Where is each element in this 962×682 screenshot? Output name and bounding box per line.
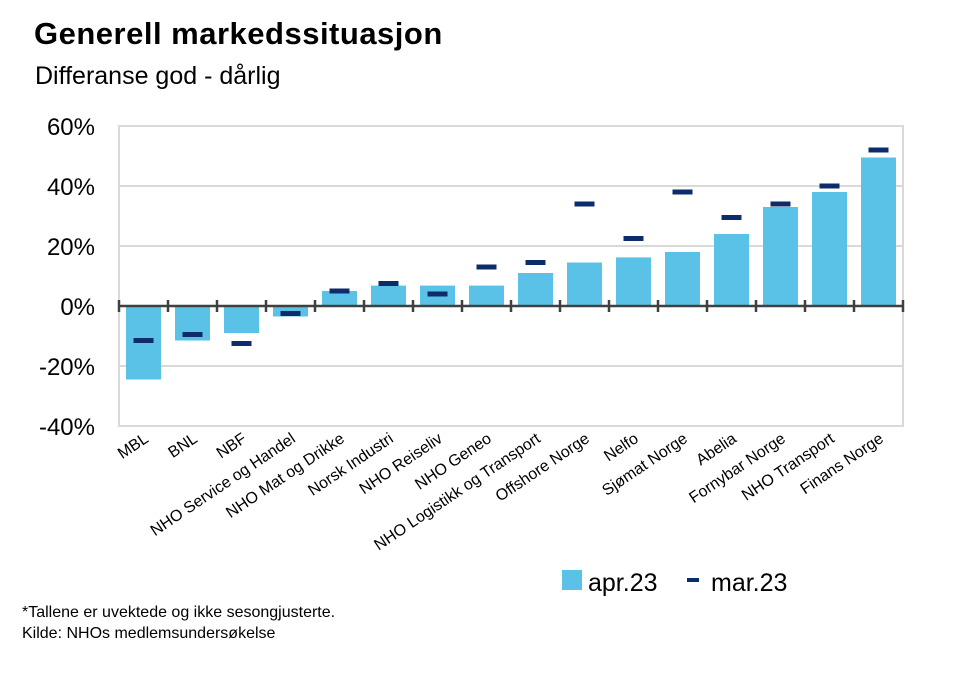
y-tick-label: 20%: [47, 234, 95, 261]
marker: [427, 291, 448, 297]
marker: [525, 260, 546, 265]
zero-axis: [117, 300, 905, 312]
bar: [567, 262, 602, 306]
plot-frame: [118, 125, 904, 427]
marker: [182, 332, 203, 337]
marker: [133, 338, 154, 343]
legend-swatch-apr23: [562, 570, 582, 590]
marker: [672, 189, 693, 195]
marker: [231, 341, 252, 346]
bar: [224, 306, 259, 333]
chart-title: Generell markedssituasjon: [34, 16, 443, 51]
y-tick-label: 40%: [47, 174, 95, 201]
bar: [812, 192, 847, 306]
y-tick-label: -40%: [39, 414, 95, 441]
x-tick-label: Norsk Industri: [305, 430, 396, 499]
x-tick-label: NHO Reiseliv: [357, 430, 446, 498]
y-tick-label: 60%: [47, 114, 95, 141]
marker-series-mar23: [133, 147, 889, 346]
bar: [861, 157, 896, 306]
bar: [469, 285, 504, 306]
marker: [868, 147, 889, 153]
x-tick-label: NBF: [214, 430, 250, 462]
bar: [518, 273, 553, 306]
y-tick-label: -20%: [39, 354, 95, 381]
source-text: Kilde: NHOs medlemsundersøkelse: [22, 625, 276, 642]
marker: [623, 236, 644, 241]
footnote-text: *Tallene er uvektede og ikke sesongjuste…: [22, 604, 336, 621]
legend-swatch-mar23: [687, 578, 699, 582]
marker: [378, 281, 399, 286]
marker: [721, 215, 742, 220]
bar: [322, 291, 357, 306]
bar: [616, 257, 651, 306]
legend: apr.23 mar.23: [562, 569, 787, 597]
x-tick-label: Finans Norge: [798, 430, 887, 498]
marker: [770, 201, 791, 207]
x-tick-label: BNL: [165, 430, 200, 462]
bar-series-apr23: [126, 157, 896, 380]
x-tick-label: MBL: [115, 430, 152, 463]
bar: [763, 207, 798, 306]
legend-label-mar23: mar.23: [711, 569, 787, 597]
x-tick-label: Sjømat Norge: [599, 430, 690, 499]
marker: [819, 183, 840, 189]
marker: [329, 288, 350, 294]
legend-label-apr23: apr.23: [588, 569, 658, 597]
chart-subtitle: Differanse god - dårlig: [35, 62, 281, 90]
y-axis-ticks: 60% 40% 20% 0% -20% -40%: [39, 114, 95, 441]
marker: [574, 201, 595, 207]
bar: [665, 252, 700, 306]
marker: [476, 264, 497, 270]
marker: [280, 311, 301, 316]
y-tick-label: 0%: [60, 294, 95, 321]
bar: [714, 234, 749, 306]
bar: [371, 285, 406, 306]
